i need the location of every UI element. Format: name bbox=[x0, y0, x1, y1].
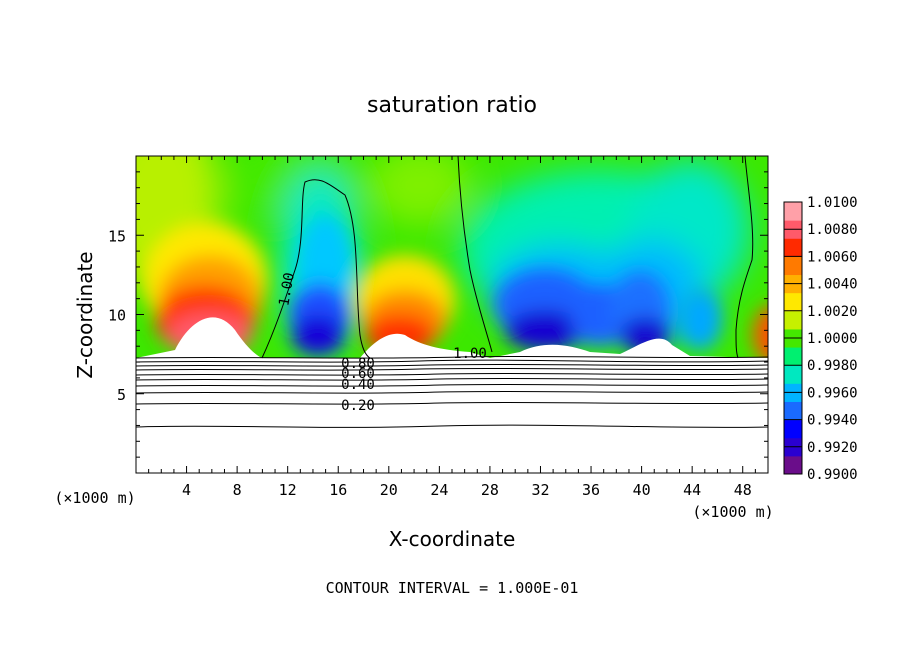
colorbar-swatch bbox=[784, 238, 802, 257]
colorbar-label: 1.0060 bbox=[807, 249, 858, 265]
x-unit-right: (×1000 m) bbox=[692, 503, 773, 521]
contour-label: 1.00 bbox=[453, 346, 487, 362]
contour-line bbox=[135, 383, 769, 387]
colorbar-swatch bbox=[784, 419, 802, 439]
x-unit-left: (×1000 m) bbox=[54, 489, 135, 507]
x-tick-label: 12 bbox=[279, 481, 297, 499]
contour-line bbox=[135, 355, 769, 359]
colorbar-swatch bbox=[784, 256, 802, 276]
colorbar-swatch bbox=[784, 365, 802, 384]
x-tick-label: 44 bbox=[683, 481, 701, 499]
contour-labels: 1.00 1.00 0.80 0.60 0.40 0.20 bbox=[276, 271, 487, 414]
colorbar-label: 1.0020 bbox=[807, 304, 858, 320]
contour-line-1.00 bbox=[261, 179, 371, 359]
x-tick-label: 16 bbox=[329, 481, 347, 499]
x-tick-label: 32 bbox=[531, 481, 549, 499]
contour-line bbox=[135, 424, 769, 428]
contour-line bbox=[135, 363, 769, 367]
contour-label: 1.00 bbox=[276, 271, 298, 307]
terrain-mask bbox=[136, 317, 768, 358]
contour-line-1.00 bbox=[735, 155, 754, 359]
x-tick-label: 4 bbox=[182, 481, 191, 499]
contour-label: 0.60 bbox=[341, 366, 375, 382]
chart-title: saturation ratio bbox=[367, 93, 537, 118]
colorbar-swatch bbox=[784, 292, 802, 312]
field-blob bbox=[678, 290, 722, 350]
colorbar-label: 1.0040 bbox=[807, 277, 858, 293]
x-tick-label: 28 bbox=[481, 481, 499, 499]
colorbar-label: 0.9920 bbox=[807, 440, 858, 456]
colorbar-swatch bbox=[784, 455, 802, 475]
contour-line bbox=[135, 401, 769, 405]
x-axis-label: X-coordinate bbox=[389, 527, 516, 551]
colorbar-label: 0.9940 bbox=[807, 413, 858, 429]
colorbar-label: 1.0080 bbox=[807, 222, 858, 238]
contour-label: 0.80 bbox=[341, 356, 375, 372]
y-tick-label: 10 bbox=[108, 307, 126, 325]
heatmap-field bbox=[136, 156, 768, 358]
y-tick-label: 5 bbox=[117, 386, 126, 404]
contour-line-1.00 bbox=[457, 155, 493, 353]
x-tick-label: 8 bbox=[233, 481, 242, 499]
colorbar-label: 0.9960 bbox=[807, 385, 858, 401]
x-tick-label: 20 bbox=[380, 481, 398, 499]
colorbar: 1.0100 1.0080 1.0060 1.0040 1.0020 1.0000 0.99… bbox=[783, 195, 858, 483]
colorbar-label: 0.9900 bbox=[807, 467, 858, 483]
x-axis: 4 8 12 16 20 24 28 32 36 40 44 48 bbox=[148, 156, 756, 499]
field-blob bbox=[370, 156, 470, 225]
colorbar-label: 1.0000 bbox=[807, 331, 858, 347]
colorbar-swatch bbox=[784, 202, 802, 221]
contour-label: 0.20 bbox=[341, 398, 375, 414]
field-blob bbox=[292, 315, 344, 355]
colorbar-swatch bbox=[784, 310, 802, 330]
colorbar-swatch bbox=[784, 347, 802, 366]
x-tick-label: 48 bbox=[734, 481, 752, 499]
contour-lines bbox=[135, 155, 769, 428]
contour-line bbox=[135, 390, 769, 394]
x-tick-label: 24 bbox=[430, 481, 448, 499]
x-tick-label: 36 bbox=[582, 481, 600, 499]
y-tick-label: 15 bbox=[108, 227, 126, 245]
contour-line bbox=[135, 367, 769, 371]
contour-interval-note: CONTOUR INTERVAL = 1.000E-01 bbox=[326, 579, 579, 597]
field-blob bbox=[505, 310, 585, 350]
low-region bbox=[136, 358, 768, 473]
contour-line bbox=[135, 377, 769, 381]
contour-label: 0.40 bbox=[341, 377, 375, 393]
y-axis-label: Z-coordinate bbox=[73, 251, 97, 378]
contour-line bbox=[135, 372, 769, 376]
colorbar-label: 0.9980 bbox=[807, 358, 858, 374]
contour-line bbox=[135, 359, 769, 363]
colorbar-swatch bbox=[784, 401, 802, 421]
field-blob bbox=[753, 306, 768, 358]
y-axis: 5 10 15 bbox=[108, 171, 768, 458]
x-tick-label: 40 bbox=[633, 481, 651, 499]
colorbar-label: 1.0100 bbox=[807, 195, 858, 211]
